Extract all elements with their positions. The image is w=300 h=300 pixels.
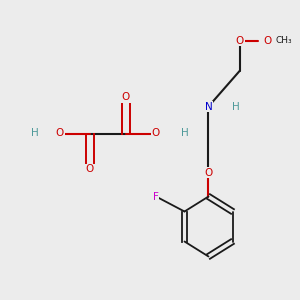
Text: O: O [204,167,213,178]
Text: O: O [122,92,130,103]
Text: O: O [263,35,271,46]
Text: O: O [236,35,244,46]
Text: N: N [205,101,212,112]
Text: H: H [232,101,239,112]
Text: O: O [86,164,94,175]
Text: H: H [31,128,38,139]
Text: O: O [152,128,160,139]
Text: CH₃: CH₃ [275,36,292,45]
Text: O: O [56,128,64,139]
Text: H: H [181,128,188,139]
Text: F: F [153,191,159,202]
